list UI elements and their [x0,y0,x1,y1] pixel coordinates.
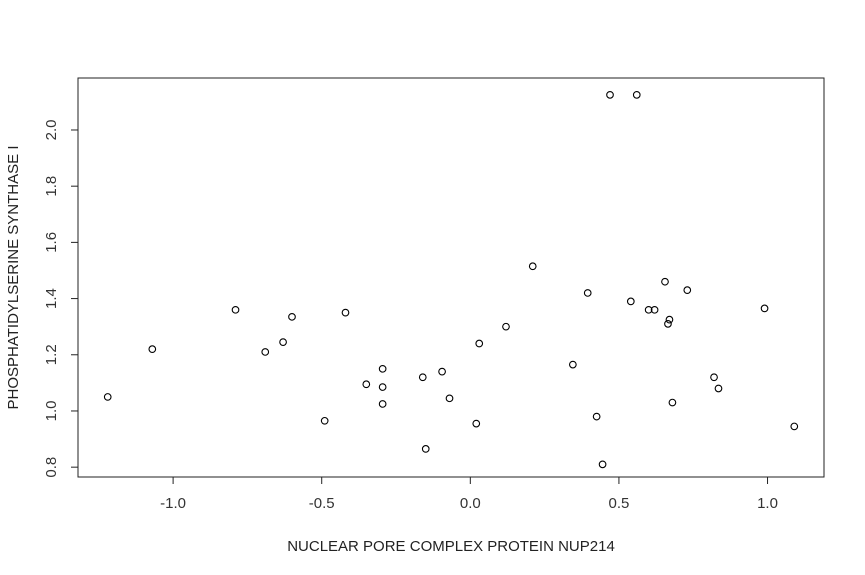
data-point [421,445,430,453]
data-point [475,339,484,348]
data-point [714,384,723,393]
y-tick-label: 0.8 [43,457,60,478]
data-point [103,393,112,401]
data-point [362,380,371,389]
data-point [378,364,387,373]
x-tick-label: 0.0 [460,495,481,512]
y-tick-label: 1.4 [43,288,60,309]
x-tick-label: 0.5 [608,495,629,512]
data-point [668,398,677,407]
plot-frame [77,77,825,478]
data-point [341,308,350,317]
data-point [320,416,329,425]
data-point [569,360,577,369]
data-point [592,412,601,421]
x-tick-label: -0.5 [309,495,335,512]
data-point [632,91,641,99]
data-point [650,305,659,314]
y-tick-label: 1.2 [43,344,60,365]
data-point [418,373,427,382]
data-point [664,320,672,328]
y-tick-label: 2.0 [43,120,60,141]
x-tick-label: -1.0 [160,495,186,512]
data-point [583,289,592,297]
data-point [288,312,296,321]
x-axis: -1.0 -0.5 0.0 0.5 1.0 [160,476,778,512]
y-tick-label: 1.8 [43,176,60,197]
data-point [261,348,270,356]
data-point [378,383,387,391]
data-point [683,286,692,294]
data-point [661,277,669,286]
data-point [528,262,537,271]
x-axis-label: NUCLEAR PORE COMPLEX PROTEIN NUP214 [287,538,615,555]
data-point [279,338,287,346]
data-point [445,394,454,403]
data-point [598,460,607,469]
data-point [644,305,653,314]
data-points [103,91,799,469]
y-axis-label: PHOSPHATIDYLSERINE SYNTHASE I [5,146,22,410]
data-point [438,367,446,376]
data-point [502,322,510,331]
data-point [626,297,635,306]
data-point [148,345,157,354]
y-axis: 0.8 1.0 1.2 1.4 1.6 1.8 2.0 [43,120,79,478]
data-point [665,315,674,324]
data-point [760,304,769,313]
y-tick-label: 1.0 [43,401,60,422]
data-point [790,422,799,431]
data-point [378,400,387,408]
data-point [606,91,614,99]
y-tick-label: 1.6 [43,232,60,253]
data-point [231,305,240,314]
data-point [472,419,481,428]
data-point [710,373,718,382]
x-tick-label: 1.0 [757,495,778,512]
